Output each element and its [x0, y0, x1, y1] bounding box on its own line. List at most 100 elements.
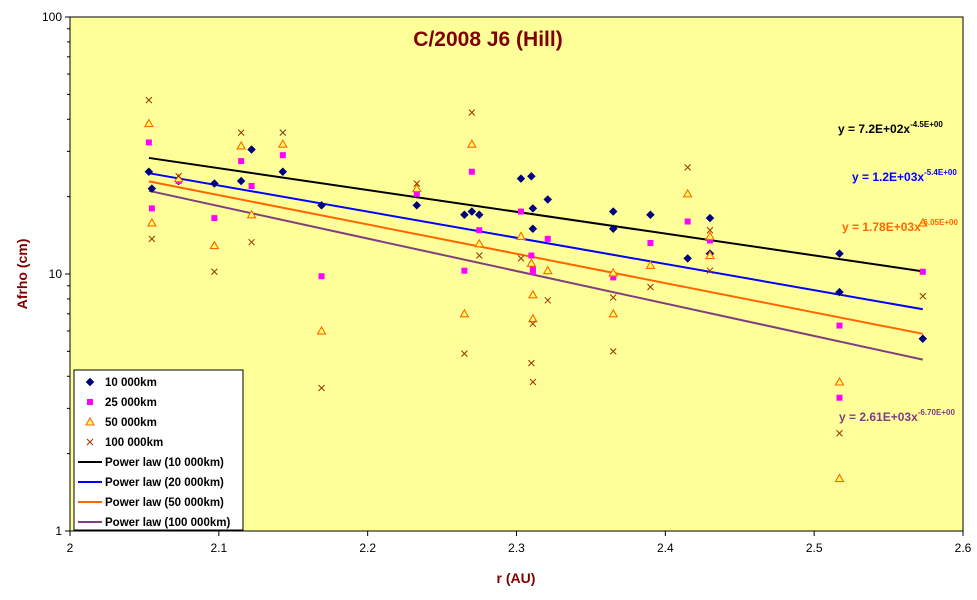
data-point	[248, 182, 255, 189]
data-point	[645, 260, 656, 269]
legend-label: 25 000km	[105, 397, 157, 409]
legend-label: 50 000km	[105, 417, 157, 429]
data-point	[248, 238, 255, 246]
data-point	[316, 325, 327, 335]
data-point	[466, 139, 477, 148]
data-point	[476, 227, 483, 234]
data-point	[475, 252, 483, 259]
data-point	[460, 210, 469, 220]
data-point	[705, 213, 715, 223]
fit-line	[148, 180, 924, 335]
fit-equation: y = 1.78E+03x-6.05E+00	[842, 218, 958, 234]
data-point	[608, 308, 619, 318]
data-point	[529, 320, 537, 328]
data-point	[609, 348, 617, 355]
chart-title: C/2008 J6 (Hill)	[413, 28, 562, 51]
fit-equations: y = 7.2E+02x-4.5E+00 y = 1.2E+03x-5.4E+00…	[838, 120, 958, 424]
x-tick-label: 2.2	[359, 541, 376, 555]
legend-box	[73, 369, 244, 531]
x-tick-label: 2.1	[210, 541, 227, 555]
data-point	[411, 183, 422, 193]
data-point	[647, 283, 654, 291]
data-point	[706, 267, 714, 275]
data-point	[706, 226, 714, 234]
data-point	[474, 238, 485, 248]
data-point	[542, 265, 553, 275]
data-point	[145, 139, 152, 146]
data-point	[543, 195, 553, 204]
data-point	[459, 308, 470, 318]
x-tick-label: 2.6	[955, 541, 972, 555]
y-axis-title: Afrho (cm)	[14, 239, 30, 310]
data-point	[683, 254, 693, 263]
data-point	[917, 217, 928, 227]
data-point	[87, 399, 93, 405]
data-point	[237, 129, 245, 136]
data-point	[835, 249, 844, 259]
data-point	[516, 174, 526, 183]
data-point	[529, 265, 536, 272]
data-point	[145, 96, 153, 104]
data-point	[211, 215, 218, 222]
data-point	[919, 292, 927, 300]
fit-equation: y = 1.2E+03x-5.4E+00	[852, 168, 957, 184]
data-point	[413, 190, 420, 197]
data-point	[277, 139, 288, 148]
data-point	[279, 152, 286, 159]
data-point	[684, 218, 691, 225]
data-point	[918, 334, 928, 344]
data-point	[318, 384, 325, 392]
data-point	[175, 172, 183, 180]
data-point	[211, 268, 218, 276]
data-point	[468, 168, 475, 175]
data-point	[836, 394, 843, 401]
data-point	[85, 377, 95, 387]
data-point	[278, 167, 288, 177]
legend: 10 000km 25 000km 50 000km 100 000km Power l…	[73, 369, 244, 531]
data-point	[474, 210, 484, 220]
data-point	[528, 252, 535, 259]
legend-label: Power law (100 000km)	[105, 517, 230, 529]
legend-items: 10 000km 25 000km 50 000km 100 000km Power l…	[78, 377, 230, 529]
data-point	[148, 205, 155, 212]
data-point	[526, 258, 537, 267]
x-axis-title: r (AU)	[497, 570, 536, 586]
data-point	[238, 158, 245, 165]
data-point	[467, 207, 477, 216]
legend-label: 10 000km	[105, 377, 157, 389]
legend-label: Power law (20 000km)	[105, 477, 224, 489]
x-tick-label: 2.4	[657, 541, 674, 555]
data-point	[143, 118, 154, 128]
fit-line	[148, 172, 923, 311]
legend-label: 100 000km	[105, 437, 163, 449]
data-point	[528, 224, 538, 234]
data-point	[834, 376, 845, 386]
data-point	[705, 250, 715, 260]
data-point	[836, 429, 843, 437]
x-tick-label: 2.5	[806, 541, 823, 555]
data-point	[527, 289, 538, 299]
x-tick-label: 2.3	[508, 541, 525, 555]
data-point	[529, 378, 537, 386]
x-axis: 2 2.1 2.2 2.3 2.4 2.5 2.6	[67, 531, 972, 555]
data-point	[413, 180, 421, 187]
fit-equation: y = 7.2E+02x-4.5E+00	[838, 120, 943, 136]
data-point	[836, 322, 843, 329]
data-point	[317, 200, 326, 210]
data-point	[647, 240, 654, 247]
data-point	[834, 473, 845, 483]
data-markers	[143, 96, 928, 483]
data-point	[609, 294, 617, 301]
data-point	[461, 267, 468, 274]
data-point	[528, 359, 535, 367]
data-point	[646, 210, 655, 220]
data-point	[318, 273, 325, 280]
fit-line	[148, 156, 923, 273]
y-tick-label: 10	[49, 267, 63, 281]
data-point	[608, 224, 618, 234]
data-point	[684, 163, 692, 171]
y-axis: 1 10 100	[42, 10, 70, 538]
data-point	[705, 231, 715, 240]
y-tick-label: 1	[55, 524, 62, 538]
data-point	[247, 145, 256, 154]
